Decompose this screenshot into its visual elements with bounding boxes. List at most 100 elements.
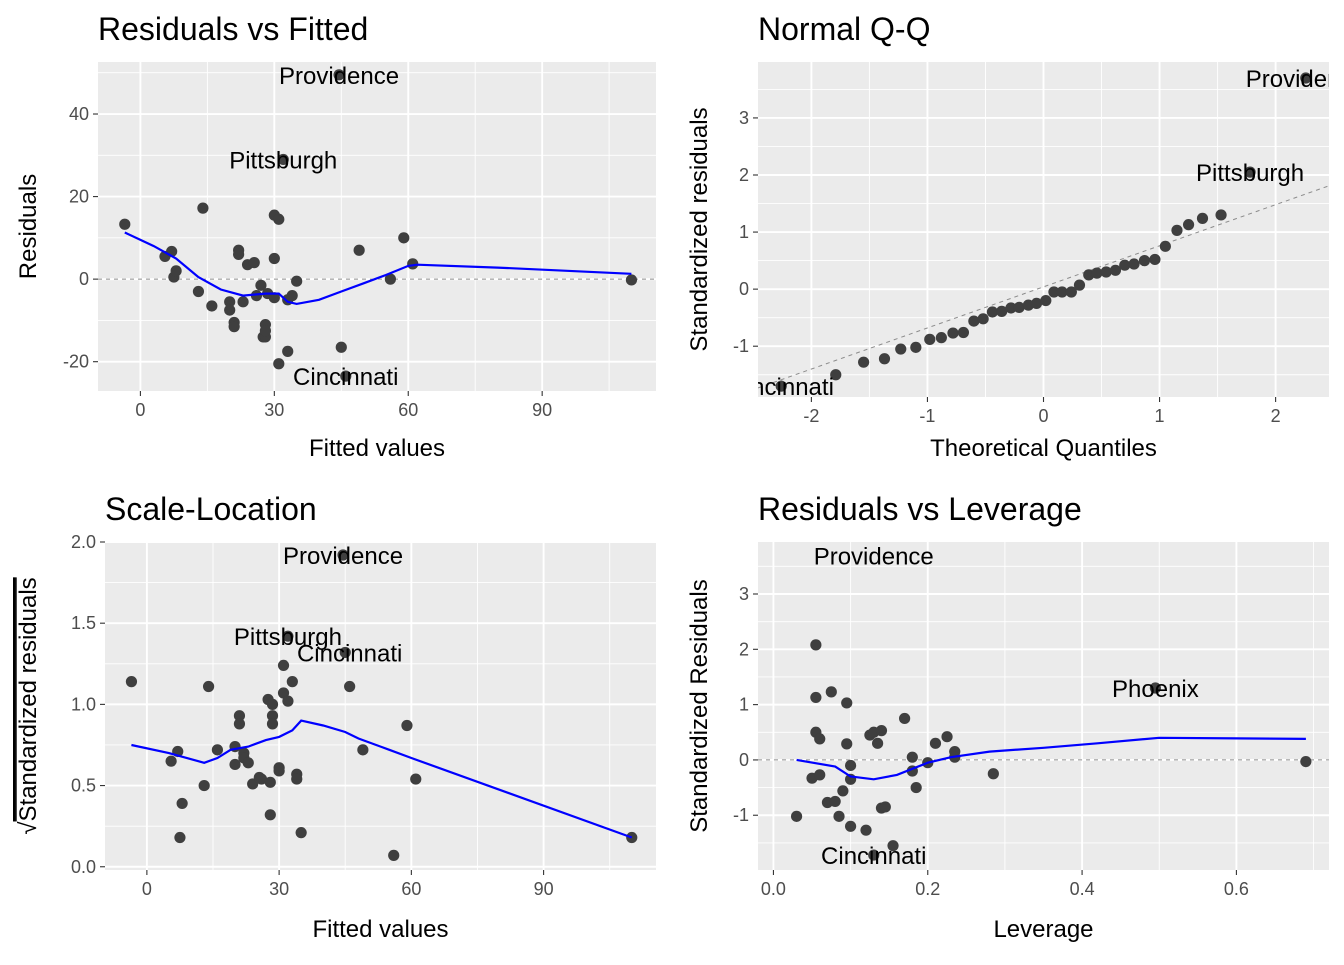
data-point (282, 695, 294, 707)
y-tick-label: 1 (739, 222, 749, 242)
point-annotation-label: Providence (279, 63, 399, 90)
data-point (830, 369, 842, 381)
y-axis-label-text: Standardized residuals (15, 577, 42, 821)
data-point (233, 248, 245, 260)
data-point (266, 718, 279, 730)
data-point (1244, 166, 1256, 178)
data-point (401, 719, 413, 732)
point-annotation-label: Pittsburgh (1196, 160, 1304, 187)
data-point (996, 305, 1008, 317)
chart-rvl: 0.0 0.2 0.4 0.6 -1 0 1 2 3 Providence Phoenix Cinci… (686, 491, 1329, 943)
y-axis-label: √Standardized residuals (15, 577, 42, 834)
data-point (1048, 286, 1060, 298)
y-tick-label: 1.0 (71, 694, 96, 714)
data-point (829, 795, 841, 808)
data-point (814, 733, 826, 745)
y-tick-label: 1 (739, 695, 749, 715)
data-point (388, 849, 400, 861)
data-point (1073, 279, 1086, 291)
x-tick-label: 2 (1271, 406, 1281, 426)
data-point (895, 343, 907, 355)
data-point (868, 849, 880, 861)
data-point (266, 710, 279, 722)
data-point (248, 257, 260, 269)
data-point (841, 697, 853, 709)
data-point (872, 737, 884, 749)
data-point (242, 757, 254, 769)
point-annotation-label: Cincinnati (297, 640, 402, 667)
y-tick-label: 0.5 (71, 776, 96, 796)
point-annotation-label: Phoenix (1112, 676, 1199, 703)
y-tick-label: 0 (739, 279, 749, 299)
data-point (899, 712, 911, 725)
data-point (1300, 72, 1312, 84)
data-point (259, 325, 271, 337)
data-point (986, 306, 999, 318)
chart-title: Residuals vs Leverage (758, 491, 1082, 527)
data-point (1030, 297, 1043, 310)
data-point (879, 801, 891, 813)
data-point (295, 827, 307, 839)
x-axis-label: Leverage (993, 916, 1093, 943)
data-point (947, 327, 959, 339)
y-tick-label: 3 (739, 584, 749, 604)
data-point (790, 810, 803, 822)
smooth-line (131, 719, 633, 839)
chart-sl: 0 30 60 90 0.0 0.5 1.0 1.5 2.0 Providence Pittsbur… (15, 491, 656, 943)
x-axis-label: Fitted values (309, 435, 445, 462)
data-point (174, 831, 186, 844)
data-point (625, 274, 638, 286)
data-point (810, 691, 822, 704)
x-tick-label: 0.0 (761, 879, 786, 899)
data-point (906, 751, 918, 763)
smooth-line (124, 231, 632, 306)
data-point (1040, 294, 1052, 307)
data-point (192, 285, 205, 298)
chart-title: Scale-Location (105, 491, 317, 527)
data-point (264, 776, 276, 788)
data-point (233, 710, 246, 722)
data-point (833, 810, 845, 822)
data-point (410, 773, 422, 785)
chart-title: Normal Q-Q (758, 11, 930, 47)
data-point (775, 380, 787, 392)
data-point (858, 356, 870, 368)
x-tick-label: 0.4 (1070, 879, 1095, 899)
y-axis-label-sqrt-sign: √ (15, 821, 42, 835)
data-point (197, 202, 209, 214)
data-point (353, 244, 365, 256)
y-tick-label: 0.0 (71, 857, 96, 877)
data-point (910, 781, 922, 794)
data-point (255, 773, 268, 785)
data-point (268, 292, 280, 304)
data-point (935, 332, 947, 344)
point-annotation-label: Pittsburgh (229, 147, 337, 174)
data-point (273, 765, 285, 777)
x-tick-label: 0 (1038, 406, 1048, 426)
data-point (228, 321, 240, 333)
data-point (924, 333, 936, 345)
data-point (1013, 301, 1025, 314)
data-point (910, 341, 922, 353)
data-point (273, 213, 285, 225)
data-point (1065, 286, 1077, 298)
chart-rvf: 0 30 60 90 -20 0 20 40 Providence Pittsburgh Cinci… (15, 11, 656, 462)
y-tick-label: 2.0 (71, 532, 96, 552)
data-point (837, 785, 849, 797)
data-point (844, 759, 857, 772)
data-point (339, 646, 351, 659)
data-point (1171, 224, 1183, 236)
data-point (277, 659, 290, 672)
data-point (344, 680, 356, 693)
x-tick-label: 90 (532, 400, 552, 420)
x-tick-label: 60 (398, 400, 418, 420)
data-point (165, 755, 177, 767)
data-point (333, 69, 345, 81)
data-point (202, 680, 215, 693)
data-point (860, 824, 872, 836)
data-point (1119, 259, 1131, 271)
y-tick-label: -1 (733, 336, 749, 356)
x-tick-label: 30 (269, 879, 289, 899)
point-annotation-label: Pittsburgh (234, 624, 342, 651)
y-tick-label: 3 (739, 108, 749, 128)
